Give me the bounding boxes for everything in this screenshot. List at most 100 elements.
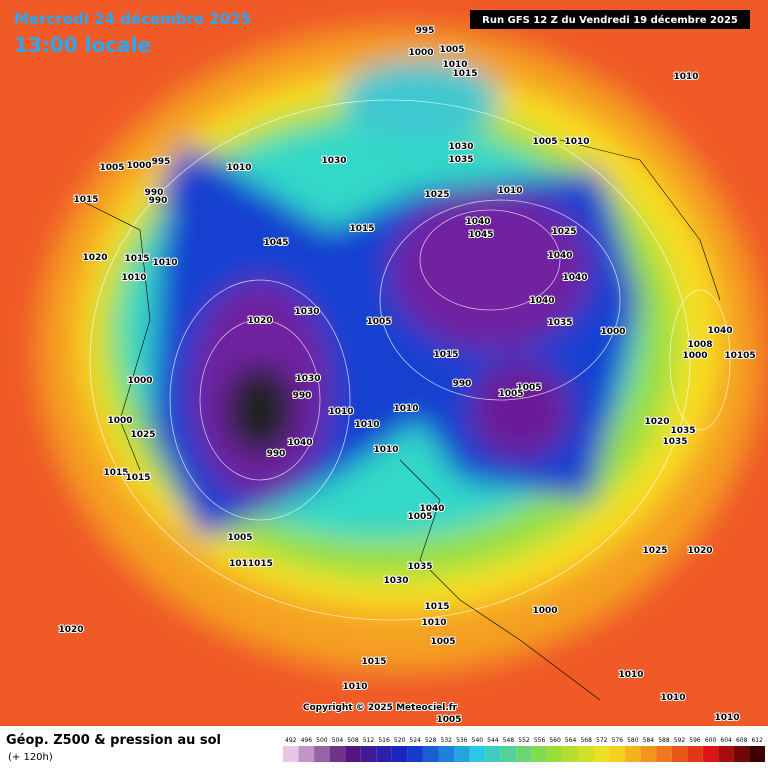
scale-label: 572 bbox=[596, 737, 608, 744]
scale-swatch bbox=[516, 746, 532, 762]
scale-swatch bbox=[500, 746, 517, 762]
scale-label: 592 bbox=[674, 737, 686, 744]
scale-swatch bbox=[609, 746, 626, 762]
pressure-label: 1010 bbox=[152, 258, 177, 268]
pressure-label: 1040 bbox=[562, 273, 587, 283]
pressure-label: 1005 bbox=[366, 317, 391, 327]
scale-label: 568 bbox=[580, 737, 592, 744]
scale-label: 528 bbox=[425, 737, 437, 744]
pressure-label: 1040 bbox=[547, 251, 572, 261]
scale-swatch bbox=[625, 746, 641, 762]
pressure-label: 1035 bbox=[407, 562, 432, 572]
scale-swatch bbox=[562, 746, 579, 762]
lead-time: (+ 120h) bbox=[8, 752, 53, 763]
scale-label: 576 bbox=[612, 737, 624, 744]
pressure-label: 1040 bbox=[465, 217, 490, 227]
pressure-label: 1000 bbox=[107, 416, 132, 426]
pressure-label: 1025 bbox=[130, 430, 155, 440]
pressure-label: 1035 bbox=[662, 437, 687, 447]
pressure-label: 1020 bbox=[247, 316, 272, 326]
scale-swatch bbox=[469, 746, 486, 762]
pressure-label: 1020 bbox=[58, 625, 83, 635]
pressure-label: 1010 bbox=[393, 404, 418, 414]
scale-swatch bbox=[687, 746, 703, 762]
scale-label: 500 bbox=[316, 737, 328, 744]
scale-swatch bbox=[671, 746, 688, 762]
pressure-label: 990 bbox=[293, 391, 312, 401]
coastlines bbox=[79, 139, 721, 701]
scale-label: 540 bbox=[472, 737, 484, 744]
scale-label: 600 bbox=[705, 737, 717, 744]
run-box bbox=[470, 10, 750, 29]
pressure-label: 1005 bbox=[430, 637, 455, 647]
scale-swatch bbox=[345, 746, 361, 762]
pressure-label: 1030 bbox=[294, 307, 319, 317]
scale-swatch bbox=[283, 746, 299, 762]
footer-title: Géop. Z500 & pression au sol bbox=[6, 733, 221, 748]
pressure-label: 1020 bbox=[687, 546, 712, 556]
scale-label: 516 bbox=[378, 737, 390, 744]
scale-label: 552 bbox=[518, 737, 530, 744]
pressure-label: 1010 bbox=[328, 407, 353, 417]
pressure-label: 1015 bbox=[103, 468, 128, 478]
pressure-label: 1000 bbox=[127, 376, 152, 386]
pressure-label: 1000 bbox=[682, 351, 707, 361]
scale-label: 604 bbox=[720, 737, 732, 744]
pressure-label: 1035 bbox=[670, 426, 695, 436]
pressure-label: 1040 bbox=[287, 438, 312, 448]
scale-swatch bbox=[531, 746, 548, 762]
scale-swatch bbox=[329, 746, 346, 762]
pressure-label: 1005 bbox=[99, 163, 124, 173]
pressure-label: 1015 bbox=[433, 350, 458, 360]
scale-label: 560 bbox=[549, 737, 561, 744]
pressure-label: 1030 bbox=[383, 576, 408, 586]
scale-swatch bbox=[360, 746, 377, 762]
pressure-label: 1045 bbox=[263, 238, 288, 248]
scale-label: 536 bbox=[456, 737, 468, 744]
time: 13:00 locale bbox=[14, 33, 151, 57]
scale-swatch bbox=[438, 746, 455, 762]
scale-swatch bbox=[593, 746, 610, 762]
scale-label: 564 bbox=[565, 737, 577, 744]
pressure-label: 1005 bbox=[532, 137, 557, 147]
scale-label: 520 bbox=[394, 737, 406, 744]
pressure-label: 1015 bbox=[125, 473, 150, 483]
pressure-label: 1010 bbox=[421, 618, 446, 628]
pressure-label: 990 bbox=[149, 196, 168, 206]
pressure-label: 1000 bbox=[532, 606, 557, 616]
scale-swatch bbox=[454, 746, 470, 762]
scale-swatch bbox=[749, 746, 765, 762]
pressure-label: 1025 bbox=[424, 190, 449, 200]
pressure-label: 1035 bbox=[547, 318, 572, 328]
scale-swatch bbox=[485, 746, 501, 762]
scale-swatch bbox=[733, 746, 750, 762]
pressure-label: 1030 bbox=[448, 142, 473, 152]
scale-swatch bbox=[656, 746, 672, 762]
pressure-label: 1020 bbox=[644, 417, 669, 427]
scale-label: 544 bbox=[487, 737, 499, 744]
scale-label: 612 bbox=[751, 737, 763, 744]
pressure-label: 1015 bbox=[124, 254, 149, 264]
scale-label: 496 bbox=[301, 737, 313, 744]
scale-swatch bbox=[640, 746, 657, 762]
scale-swatch bbox=[547, 746, 563, 762]
pressure-label: 1045 bbox=[468, 230, 493, 240]
pressure-label: 1025 bbox=[642, 546, 667, 556]
scale-swatch bbox=[422, 746, 439, 762]
scale-label: 580 bbox=[627, 737, 639, 744]
scale-swatch bbox=[407, 746, 423, 762]
scale-label: 524 bbox=[409, 737, 421, 744]
pressure-label: 1015 bbox=[452, 69, 477, 79]
scale-swatch bbox=[298, 746, 315, 762]
pressure-label: 1030 bbox=[295, 374, 320, 384]
color-scale: 492 496 500 504 508 512 516 520 524 528 532 536 540 5… bbox=[283, 737, 765, 762]
copyright: Copyright © 2025 Meteociel.fr bbox=[303, 703, 458, 713]
pressure-label: 1005 bbox=[407, 512, 432, 522]
pressure-label: 1000 bbox=[600, 327, 625, 337]
pressure-label: 1000 bbox=[126, 161, 151, 171]
pressure-label: 1010 bbox=[564, 137, 589, 147]
pressure-label: 990 bbox=[145, 188, 164, 198]
pressure-label: 1010 bbox=[373, 445, 398, 455]
